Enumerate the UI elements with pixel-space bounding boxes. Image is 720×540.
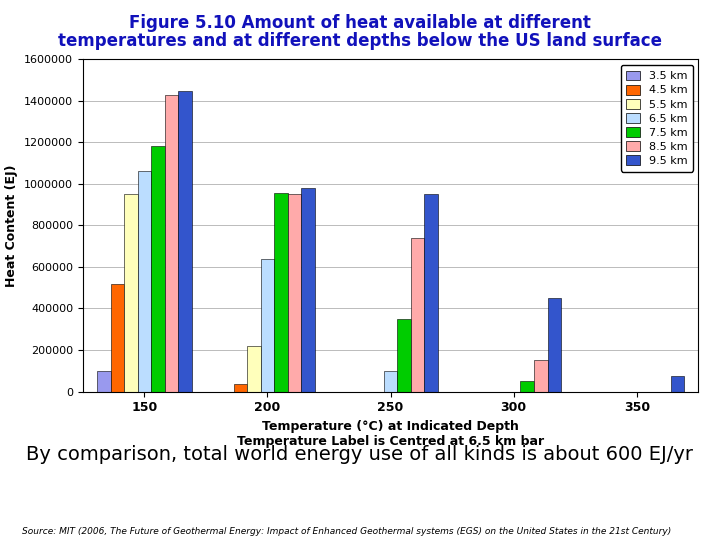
Bar (425, 194, 438, 392)
Bar (179, 91, 192, 392)
Text: Figure 5.10 Amount of heat available at different: Figure 5.10 Amount of heat available at … (129, 14, 591, 31)
Bar (110, 284, 124, 392)
Bar (165, 94, 179, 392)
Bar (671, 376, 684, 392)
Bar (247, 346, 261, 392)
Bar (138, 172, 151, 392)
Text: Source: MIT (2006, The Future of Geothermal Energy: Impact of Enhanced Geotherma: Source: MIT (2006, The Future of Geother… (22, 526, 671, 536)
Bar (151, 146, 165, 392)
Y-axis label: Heat Content (EJ): Heat Content (EJ) (5, 164, 19, 287)
Bar (274, 193, 288, 392)
X-axis label: Temperature (°C) at Indicated Depth
Temperature Label is Centred at 6.5 km bar: Temperature (°C) at Indicated Depth Temp… (237, 420, 544, 448)
Text: By comparison, total world energy use of all kinds is about 600 EJ/yr: By comparison, total world energy use of… (27, 446, 693, 464)
Bar (411, 238, 425, 392)
Bar (521, 381, 534, 391)
Bar (288, 194, 302, 392)
Text: temperatures and at different depths below the US land surface: temperatures and at different depths bel… (58, 32, 662, 50)
Bar (384, 371, 397, 392)
Bar (261, 259, 274, 392)
Bar (534, 360, 548, 392)
Bar (97, 371, 110, 392)
Bar (548, 298, 561, 392)
Legend: 3.5 km, 4.5 km, 5.5 km, 6.5 km, 7.5 km, 8.5 km, 9.5 km: 3.5 km, 4.5 km, 5.5 km, 6.5 km, 7.5 km, … (621, 65, 693, 172)
Bar (397, 319, 411, 392)
Bar (302, 188, 315, 392)
Bar (124, 194, 138, 392)
Bar (233, 384, 247, 391)
